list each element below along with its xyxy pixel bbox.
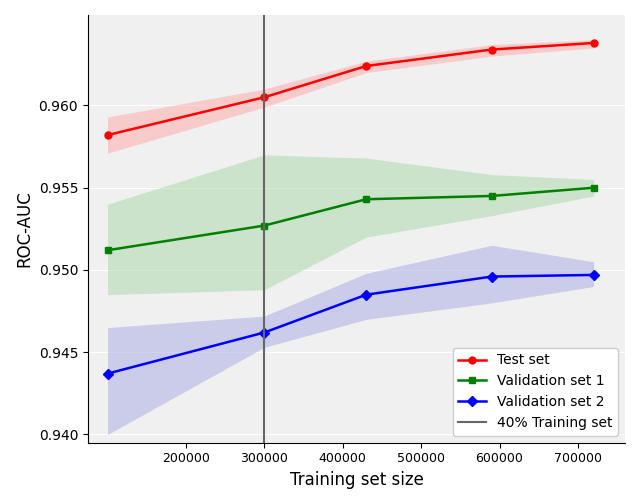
Test set — [104, 132, 111, 138]
Test set — [590, 40, 598, 46]
Line: Validation set 1: Validation set 1 — [104, 184, 597, 254]
Legend: Test set, Validation set 1, Validation set 2, 40% Training set: Test set, Validation set 1, Validation s… — [452, 348, 618, 436]
Validation set 2 — [488, 274, 495, 280]
Validation set 2 — [362, 292, 370, 298]
Validation set 1 — [488, 193, 495, 199]
Validation set 1 — [362, 196, 370, 202]
Test set — [260, 94, 268, 100]
Validation set 2 — [590, 272, 598, 278]
Validation set 2 — [104, 370, 111, 376]
Y-axis label: ROC-AUC: ROC-AUC — [15, 191, 33, 267]
Validation set 1 — [590, 184, 598, 191]
X-axis label: Training set size: Training set size — [289, 471, 424, 489]
Validation set 2 — [260, 330, 268, 336]
Test set — [362, 63, 370, 69]
Validation set 1 — [104, 247, 111, 254]
Line: Test set: Test set — [104, 39, 597, 139]
Test set — [488, 46, 495, 52]
Line: Validation set 2: Validation set 2 — [104, 272, 597, 377]
Validation set 1 — [260, 223, 268, 229]
